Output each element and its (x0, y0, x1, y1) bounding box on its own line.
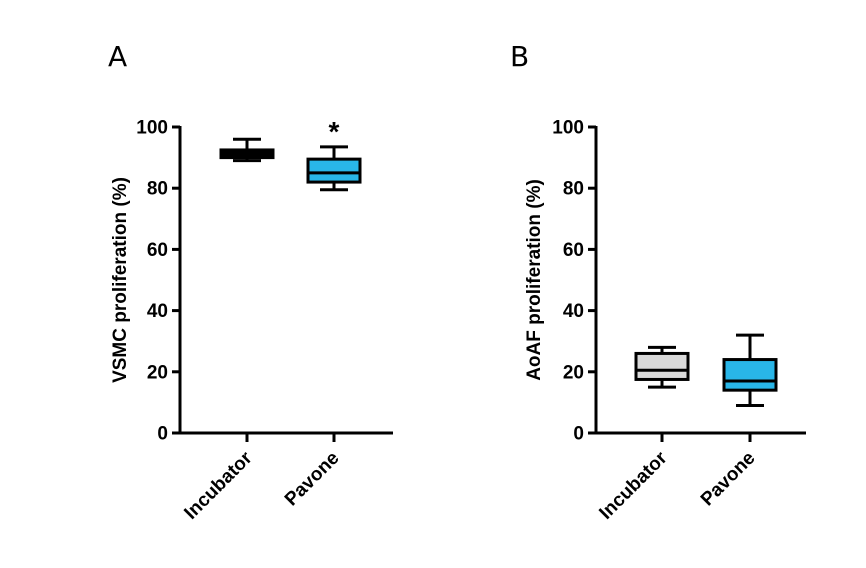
panel-a-y-axis-title: VSMC proliferation (%) (110, 177, 131, 383)
panel-a-box-incubator (219, 137, 275, 163)
panel-a-letter: A (108, 40, 127, 73)
panel-a-box-pavone: * (306, 116, 362, 192)
panel-b-y-tick-label: 100 (552, 118, 584, 139)
panel-a-x-tick-label: Incubator (180, 447, 256, 523)
panel-b-letter: B (510, 40, 529, 73)
panel-a-y-tick-label: 40 (147, 301, 168, 322)
panel-b: B AoAF proliferation (%) 0 20 40 60 80 100 Inc… (510, 40, 806, 524)
panel-a-x-tick-label: Pavone (281, 448, 344, 511)
panel-a-y-tick-label: 0 (157, 424, 168, 445)
significance-asterisk: * (329, 116, 340, 147)
panel-a-y-tick-label: 80 (147, 179, 168, 200)
panel-b-y-tick-label: 40 (563, 301, 584, 322)
panel-a: A VSMC proliferation (%) 0 20 40 60 80 100 Inc… (108, 40, 393, 524)
panel-a-y-tick-label: 100 (136, 118, 168, 139)
panel-b-x-tick-label: Incubator (595, 447, 671, 523)
panel-b-box-pavone (722, 333, 778, 407)
panel-b-y-tick-label: 80 (563, 179, 584, 200)
panel-b-x-tick-label: Pavone (697, 448, 760, 511)
panel-a-y-tick-label: 60 (147, 240, 168, 261)
panel-b-y-tick-label: 20 (563, 362, 584, 383)
panel-b-y-tick-label: 60 (563, 240, 584, 261)
box-iqr (722, 358, 778, 392)
panel-b-y-axis-title: AoAF proliferation (%) (524, 179, 545, 381)
box-iqr (306, 157, 362, 184)
box-iqr (634, 351, 690, 381)
panel-b-y-tick-label: 0 (573, 424, 584, 445)
panel-b-box-incubator (634, 345, 690, 389)
panel-a-y-tick-label: 20 (147, 362, 168, 383)
